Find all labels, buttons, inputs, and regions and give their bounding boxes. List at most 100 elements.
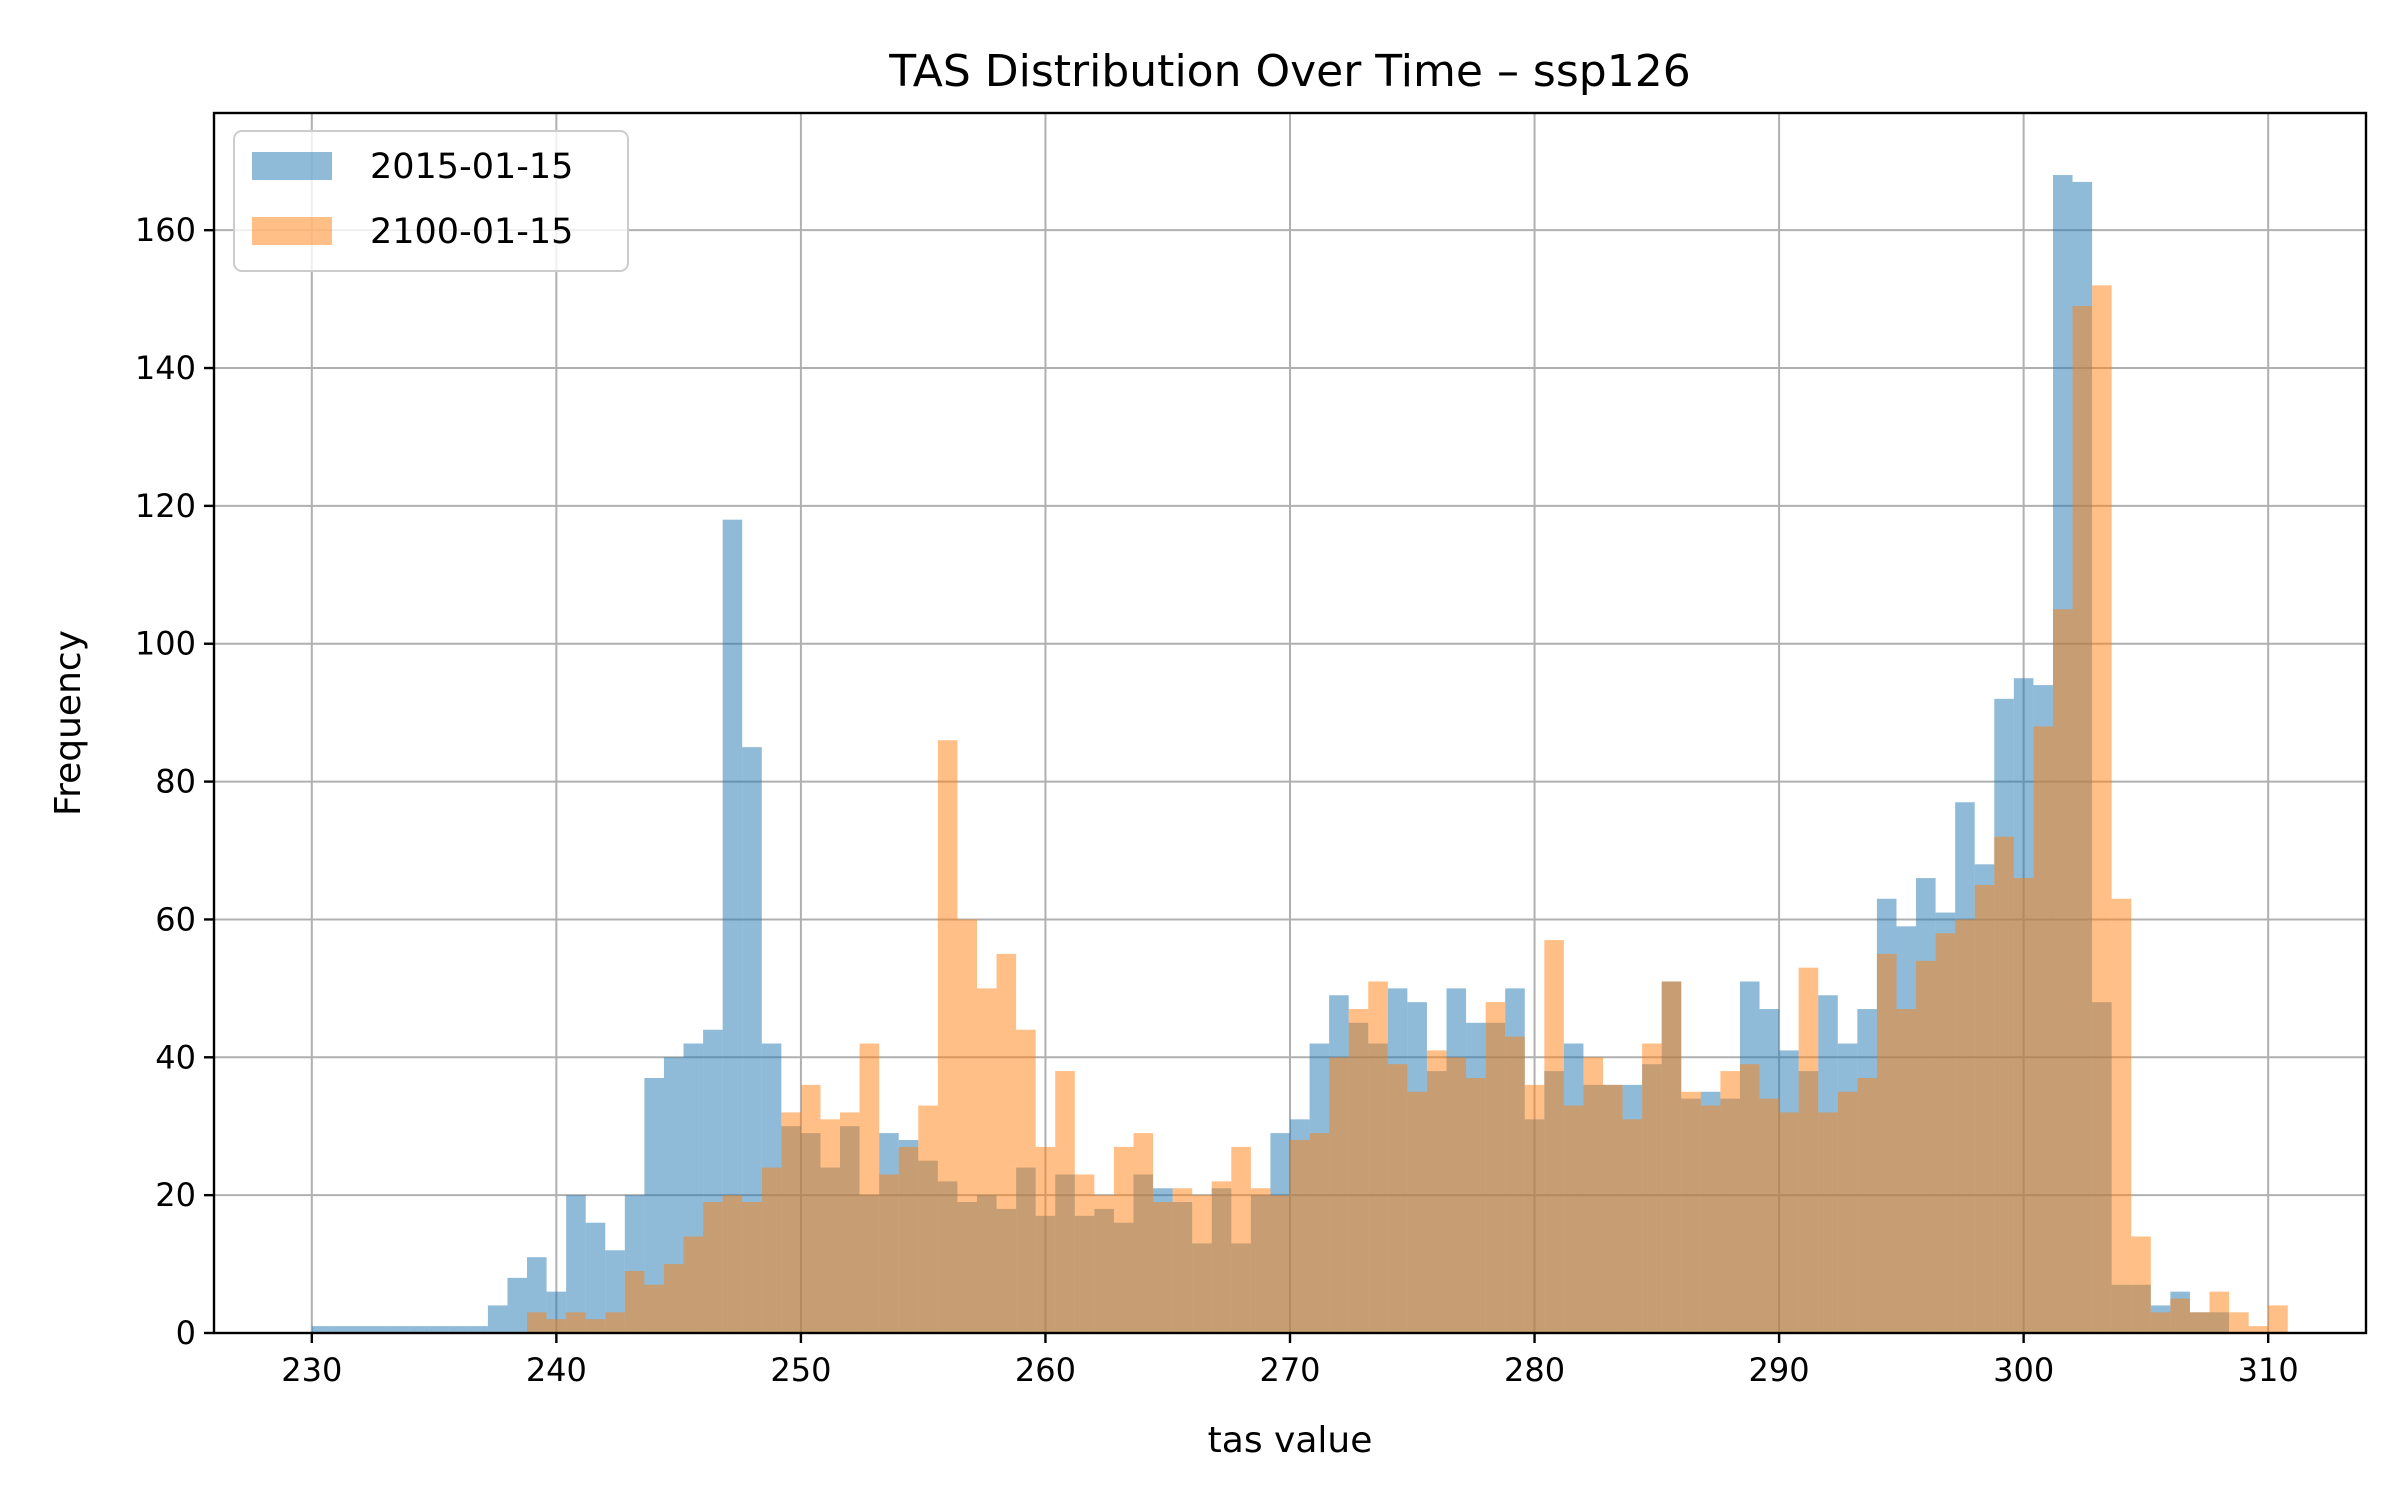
histogram-bar: [1720, 1071, 1740, 1333]
histogram-bar: [1994, 837, 2014, 1333]
histogram-bar: [1975, 885, 1995, 1333]
histogram-bar: [507, 1278, 527, 1333]
histogram-bar: [2209, 1292, 2229, 1333]
histogram-bar: [1173, 1188, 1193, 1333]
histogram-bar: [1270, 1195, 1290, 1333]
histogram-bar: [1760, 1099, 1780, 1333]
histogram-bar: [1681, 1092, 1701, 1333]
histogram-bar: [1447, 1057, 1467, 1333]
histogram-bar: [1192, 1195, 1212, 1333]
histogram-bar: [566, 1312, 586, 1333]
histogram-bar: [1701, 1106, 1721, 1333]
legend: 2015-01-15 2100-01-15: [234, 131, 628, 271]
histogram-bar: [957, 919, 977, 1333]
histogram-bar: [1310, 1133, 1330, 1333]
legend-swatch-2100: [252, 217, 332, 245]
histogram-bar: [2033, 726, 2053, 1333]
histogram-bar: [938, 740, 958, 1333]
histogram-bar: [918, 1106, 938, 1333]
histogram-bar: [2112, 899, 2132, 1333]
histogram-bar: [1407, 1092, 1427, 1333]
histogram-bar: [1133, 1133, 1153, 1333]
histogram-bar: [1564, 1106, 1584, 1333]
histogram-bar: [1779, 1112, 1799, 1333]
y-tick-label: 120: [135, 487, 196, 525]
histogram-bar: [1251, 1188, 1271, 1333]
histogram-bar: [742, 1202, 762, 1333]
x-axis-label: tas value: [1208, 1420, 1373, 1461]
histogram-bar: [2053, 609, 2073, 1333]
histogram-bar: [723, 1195, 743, 1333]
histogram-bar: [1153, 1202, 1173, 1333]
x-tick-label: 290: [1749, 1351, 1810, 1389]
histogram-bar: [1857, 1078, 1877, 1333]
histogram-bar: [1094, 1195, 1114, 1333]
histogram-bar: [2014, 878, 2034, 1333]
histogram-bar: [1916, 961, 1936, 1333]
histogram-bar: [1055, 1071, 1075, 1333]
histogram-bar: [1290, 1140, 1310, 1333]
histogram-bar: [644, 1285, 664, 1333]
histogram-bar: [997, 954, 1017, 1333]
histogram-bar: [684, 1237, 704, 1333]
y-tick-label: 40: [155, 1038, 196, 1076]
histogram-bar: [1642, 1044, 1662, 1333]
histogram-bar: [527, 1312, 547, 1333]
histogram-bar: [1525, 1085, 1545, 1333]
x-tick-label: 250: [770, 1351, 831, 1389]
histogram-bar: [2151, 1312, 2171, 1333]
histogram-bar: [977, 988, 997, 1333]
histogram-bar: [1662, 981, 1682, 1333]
histogram-bar: [879, 1174, 899, 1333]
y-tick-label: 140: [135, 349, 196, 387]
histogram-bar: [2092, 285, 2112, 1333]
histogram-bar: [1114, 1147, 1134, 1333]
x-tick-label: 240: [526, 1351, 587, 1389]
legend-label-2100: 2100-01-15: [370, 212, 573, 252]
histogram-bar: [860, 1044, 880, 1333]
y-tick-label: 160: [135, 211, 196, 249]
histogram-bar: [1329, 1057, 1349, 1333]
histogram-bar: [2073, 306, 2093, 1333]
histogram-bar: [1544, 940, 1564, 1333]
x-tick-label: 270: [1259, 1351, 1320, 1389]
histogram-bar: [762, 1168, 782, 1333]
histogram-bar: [1212, 1181, 1232, 1333]
histogram-bar: [1896, 1009, 1916, 1333]
histogram-bar: [664, 1264, 684, 1333]
histogram-bar: [1838, 1092, 1858, 1333]
y-tick-label: 80: [155, 763, 196, 801]
y-axis-label: Frequency: [48, 630, 89, 816]
histogram-bar: [1583, 1057, 1603, 1333]
histogram-bar: [1818, 1112, 1838, 1333]
histogram-bar: [1877, 954, 1897, 1333]
x-tick-label: 280: [1504, 1351, 1565, 1389]
histogram-bar: [1799, 968, 1819, 1333]
histogram-bar: [2131, 1237, 2151, 1333]
x-tick-label: 230: [281, 1351, 342, 1389]
histogram-bar: [1486, 1002, 1506, 1333]
histogram-bar: [1936, 933, 1956, 1333]
y-tick-label: 0: [176, 1314, 196, 1352]
histogram-bar: [1740, 1064, 1760, 1333]
histogram-bar: [1427, 1050, 1447, 1333]
legend-swatch-2015: [252, 152, 332, 180]
histogram-bar: [605, 1312, 625, 1333]
histogram-bar: [1349, 1009, 1369, 1333]
histogram-bar: [2170, 1299, 2190, 1333]
legend-label-2015: 2015-01-15: [370, 147, 573, 187]
histogram-bar: [781, 1112, 801, 1333]
histogram-bar: [625, 1271, 645, 1333]
y-tick-label: 60: [155, 900, 196, 938]
histogram-bar: [820, 1119, 840, 1333]
histogram-bar: [488, 1305, 508, 1333]
histogram-bar: [2229, 1312, 2249, 1333]
chart-title: TAS Distribution Over Time – ssp126: [888, 46, 1690, 97]
histogram-bar: [2190, 1312, 2210, 1333]
x-tick-label: 260: [1015, 1351, 1076, 1389]
histogram-bar: [1623, 1119, 1643, 1333]
histogram-bar: [1955, 919, 1975, 1333]
histogram-bar: [703, 1202, 723, 1333]
